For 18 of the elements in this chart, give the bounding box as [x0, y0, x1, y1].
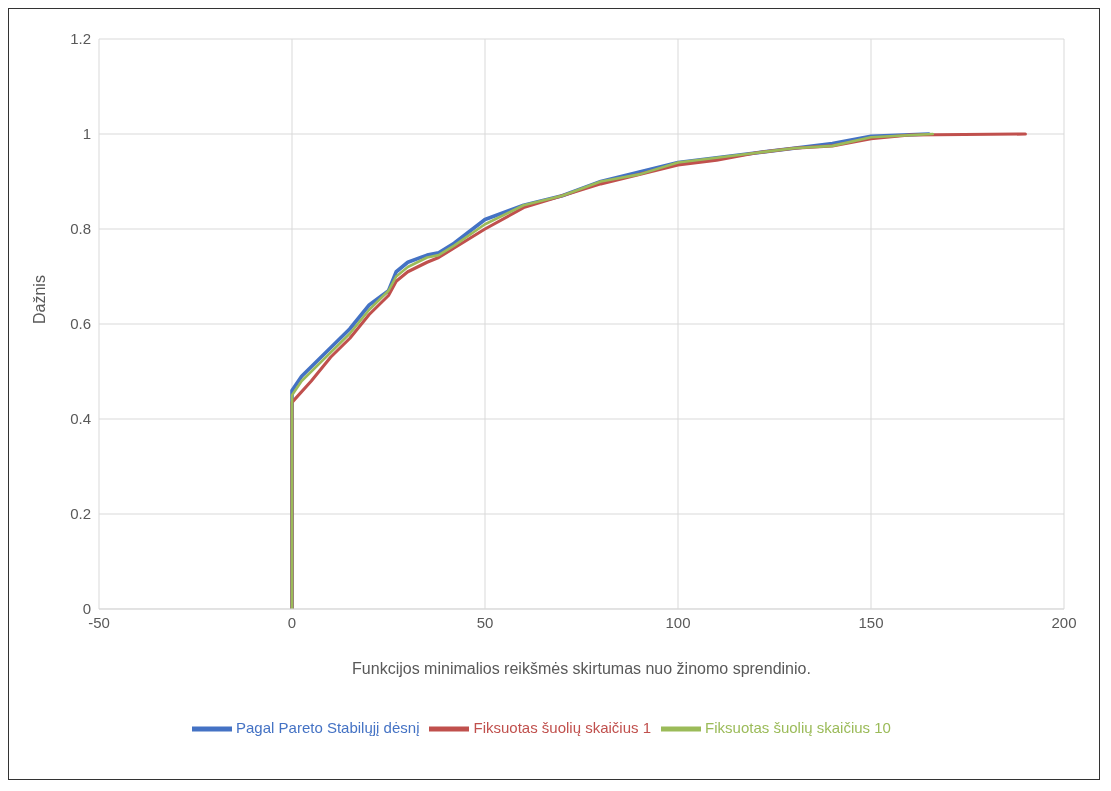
y-tick-label: 0.2 — [70, 505, 91, 523]
x-tick-label: -50 — [88, 613, 110, 631]
y-axis-title: Dažnis — [30, 275, 48, 324]
x-tick-label: 100 — [665, 613, 691, 631]
y-tick-label: 0.6 — [70, 315, 91, 333]
x-tick-label: 150 — [858, 613, 884, 631]
y-tick-label: 1.2 — [70, 30, 91, 48]
x-tick-label: 50 — [476, 613, 494, 631]
y-tick-label: 1 — [82, 125, 91, 143]
y-tick-label: 0 — [82, 600, 91, 618]
y-tick-label: 0.4 — [70, 410, 91, 428]
x-tick-label: 200 — [1051, 613, 1077, 631]
legend-label: Pagal Pareto Stabilųjį dėsnį — [236, 718, 420, 736]
legend-label: Fiksuotas šuolių skaičius 1 — [473, 718, 652, 736]
x-tick-label: 0 — [287, 613, 297, 631]
legend-label: Fiksuotas šuolių skaičius 10 — [705, 718, 891, 736]
y-tick-label: 0.8 — [70, 220, 91, 238]
x-axis-title: Funkcijos minimalios reikšmės skirtumas nuo žinomo sprendinio. — [352, 660, 811, 677]
